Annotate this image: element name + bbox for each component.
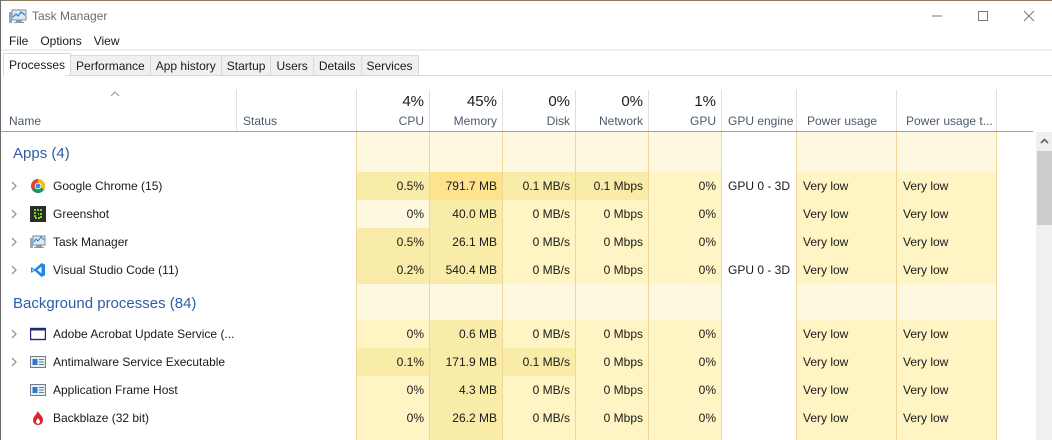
column-header-network[interactable]: 0% Network <box>576 90 649 132</box>
title-bar: Task Manager <box>1 1 1052 30</box>
minimize-icon <box>932 15 942 16</box>
table-row[interactable]: Visual Studio Code (11) 0.2% 540.4 MB 0 … <box>1 256 1033 284</box>
greenshot-icon <box>30 206 46 222</box>
vscode-icon <box>31 263 45 277</box>
table-row[interactable]: Greenshot 0% 40.0 MB 0 MB/s 0 Mbps 0% Ve… <box>1 200 1033 228</box>
table-row[interactable]: Application Frame Host 0% 4.3 MB 0 MB/s … <box>1 376 1033 404</box>
backblaze-icon <box>33 411 43 425</box>
tab-strip: Processes Performance App history Startu… <box>3 53 419 76</box>
table-row[interactable]: Backblaze (32 bit) 0% 26.2 MB 0 MB/s 0 M… <box>1 404 1033 432</box>
task-manager-app-icon <box>9 9 27 24</box>
tab-performance[interactable]: Performance <box>71 55 151 76</box>
tab-processes[interactable]: Processes <box>3 53 72 76</box>
service-icon <box>30 356 46 368</box>
chevron-right-icon[interactable] <box>10 265 18 275</box>
column-header-gpu[interactable]: 1% GPU <box>649 90 722 132</box>
window-title: Task Manager <box>32 9 108 23</box>
group-header-background-processes[interactable]: Background processes (84) <box>13 295 197 312</box>
chevron-right-icon[interactable] <box>10 237 18 247</box>
minimize-button[interactable] <box>914 1 960 30</box>
column-header-power-usage[interactable]: Power usage <box>797 90 897 132</box>
table-row[interactable]: Adobe Acrobat Update Service (... 0% 0.6… <box>1 320 1033 348</box>
close-button[interactable] <box>1006 1 1052 30</box>
menu-file[interactable]: File <box>9 34 29 48</box>
column-header-power-usage-trend[interactable]: Power usage t... <box>897 90 997 132</box>
table-row[interactable]: Antimalware Service Executable 0.1% 171.… <box>1 348 1033 376</box>
memory-total: 45% <box>466 93 497 110</box>
scroll-up-button[interactable] <box>1036 132 1052 149</box>
table-row[interactable]: Google Chrome (15) 0.5% 791.7 MB 0.1 MB/… <box>1 172 1033 200</box>
tab-app-history[interactable]: App history <box>150 55 222 76</box>
tab-users[interactable]: Users <box>271 55 314 76</box>
tab-services[interactable]: Services <box>361 55 419 76</box>
network-total: 0% <box>621 93 643 110</box>
maximize-button[interactable] <box>960 1 1006 30</box>
menu-view[interactable]: View <box>93 34 120 48</box>
scrollbar-thumb[interactable] <box>1037 151 1052 225</box>
menu-bar: File Options View <box>1 31 126 51</box>
chevron-right-icon[interactable] <box>10 357 18 367</box>
disk-total: 0% <box>548 93 570 110</box>
gpu-total: 1% <box>694 93 716 110</box>
column-header-cpu[interactable]: 4% CPU <box>357 90 430 132</box>
sort-ascending-icon <box>110 91 120 97</box>
chevron-right-icon[interactable] <box>10 181 18 191</box>
tab-startup[interactable]: Startup <box>221 55 272 76</box>
column-header-status[interactable]: Status <box>237 90 357 132</box>
process-list: Apps (4) Google Chrome (15) 0.5% 791.7 M… <box>1 132 1033 440</box>
group-header-apps[interactable]: Apps (4) <box>13 145 70 162</box>
tab-details[interactable]: Details <box>313 55 362 76</box>
chrome-icon <box>31 179 45 193</box>
chevron-right-icon[interactable] <box>10 329 18 339</box>
chevron-up-icon <box>1040 137 1049 144</box>
task-manager-icon <box>30 235 46 248</box>
chevron-right-icon[interactable] <box>10 209 18 219</box>
close-icon <box>1023 10 1035 21</box>
vertical-scrollbar[interactable] <box>1036 132 1052 440</box>
column-header-disk[interactable]: 0% Disk <box>503 90 576 132</box>
service-icon <box>30 384 46 396</box>
column-header-gpu-engine[interactable]: GPU engine <box>722 90 797 132</box>
table-row[interactable]: Task Manager 0.5% 26.1 MB 0 MB/s 0 Mbps … <box>1 228 1033 256</box>
maximize-icon <box>978 10 988 21</box>
cpu-total: 4% <box>402 93 424 110</box>
window-icon <box>30 327 46 341</box>
column-header-name[interactable]: Name <box>1 90 237 132</box>
menu-options[interactable]: Options <box>40 34 82 48</box>
column-header-row: Name Status 4% CPU 45% Memory 0% Disk 0%… <box>1 90 1052 132</box>
column-header-memory[interactable]: 45% Memory <box>430 90 503 132</box>
